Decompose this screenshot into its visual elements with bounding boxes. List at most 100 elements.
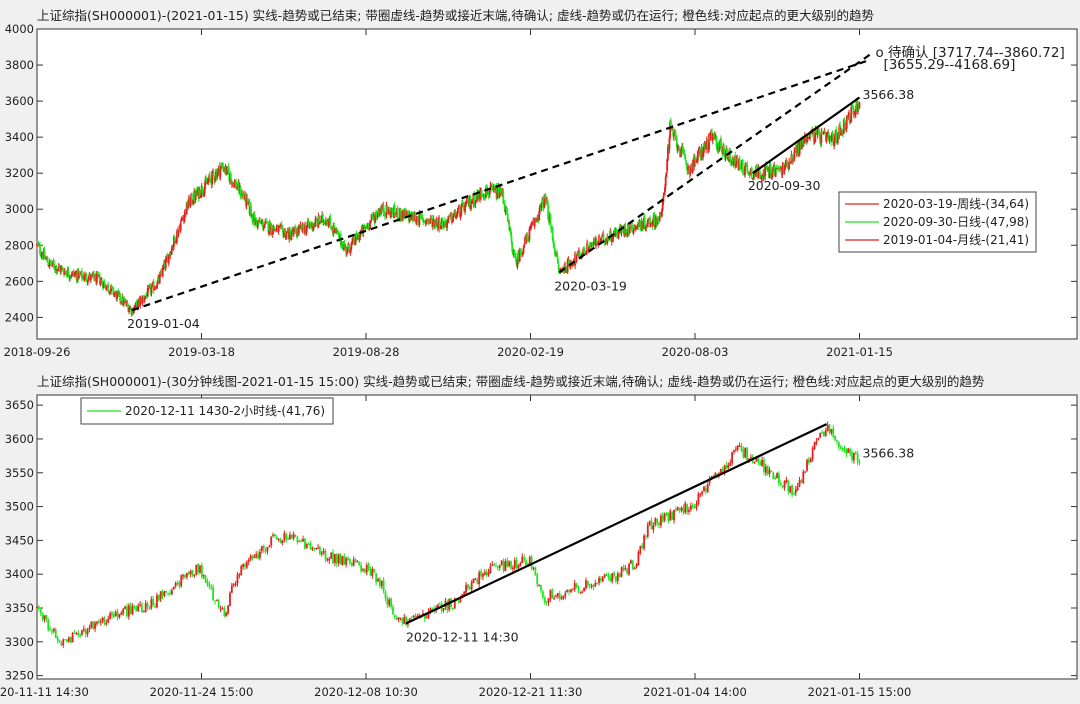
candle-body bbox=[230, 585, 233, 593]
candle-body bbox=[472, 578, 475, 584]
candle-body bbox=[37, 243, 40, 246]
candle-body bbox=[546, 199, 549, 205]
candle-body bbox=[212, 171, 215, 175]
candle-body bbox=[448, 214, 451, 217]
candle-body bbox=[263, 225, 266, 229]
candle-body bbox=[809, 133, 812, 135]
candle-body bbox=[704, 487, 707, 492]
candle-body bbox=[798, 141, 801, 155]
candle-body bbox=[675, 140, 678, 148]
candle-body bbox=[53, 263, 56, 269]
candle-body bbox=[437, 604, 439, 608]
candles bbox=[36, 97, 861, 318]
candle-body bbox=[368, 228, 371, 230]
candle-body bbox=[712, 136, 715, 138]
candle-body bbox=[815, 128, 817, 133]
candle-body bbox=[215, 600, 218, 602]
candle-body bbox=[67, 269, 70, 277]
candle-body bbox=[62, 639, 65, 645]
candle-body bbox=[364, 226, 367, 229]
candle-body bbox=[830, 429, 833, 433]
candle-body bbox=[159, 591, 162, 600]
candle-body bbox=[60, 267, 62, 272]
candle-body bbox=[144, 295, 147, 298]
candle-body bbox=[236, 574, 239, 584]
candle-body bbox=[384, 215, 387, 217]
candle-body bbox=[778, 473, 780, 484]
candle-body bbox=[283, 533, 286, 541]
candle-body bbox=[349, 250, 352, 253]
legend-label: 2020-12-11 1430-2小时线-(41,76) bbox=[125, 404, 325, 418]
candle-body bbox=[60, 642, 63, 646]
candle-body bbox=[64, 270, 67, 272]
candle-body bbox=[540, 585, 542, 591]
candle-body bbox=[504, 561, 507, 572]
candle-body bbox=[523, 557, 526, 560]
candle-body bbox=[832, 134, 835, 146]
candle-body bbox=[542, 200, 544, 208]
candle-body bbox=[362, 569, 364, 571]
candle-body bbox=[405, 213, 408, 216]
candle-body bbox=[47, 263, 50, 266]
candle-body bbox=[325, 219, 328, 223]
candle-body bbox=[791, 485, 793, 495]
candle-body bbox=[332, 552, 334, 564]
candle-body bbox=[776, 473, 778, 479]
candle-body bbox=[856, 453, 859, 462]
candle-body bbox=[367, 564, 370, 569]
candle-body bbox=[693, 156, 696, 158]
candle-body bbox=[330, 225, 333, 230]
candle-body bbox=[803, 136, 806, 143]
candle-body bbox=[660, 515, 662, 526]
candle-body bbox=[488, 190, 491, 195]
candle-body bbox=[549, 590, 552, 600]
y-tick-label: 3600 bbox=[5, 94, 34, 108]
candle-body bbox=[451, 221, 454, 223]
candle-body bbox=[52, 628, 55, 632]
candle-body bbox=[48, 260, 51, 267]
candle-body bbox=[666, 159, 669, 172]
candle-body bbox=[271, 224, 273, 234]
candle-body bbox=[448, 599, 451, 610]
candle-body bbox=[292, 229, 295, 235]
candle-body bbox=[335, 228, 338, 233]
candle-body bbox=[69, 636, 72, 643]
candle-body bbox=[616, 231, 618, 237]
x-tick-label: 2020-12-08 10:30 bbox=[314, 685, 418, 699]
candle-body bbox=[715, 136, 718, 148]
candle-body bbox=[465, 585, 467, 593]
candle-body bbox=[544, 195, 547, 199]
candle-body bbox=[227, 166, 230, 173]
candle-body bbox=[735, 163, 737, 168]
candle-body bbox=[763, 459, 765, 472]
candle-body bbox=[774, 169, 777, 177]
candle-body bbox=[82, 275, 85, 280]
candle-body bbox=[330, 228, 333, 230]
candle-body bbox=[464, 205, 466, 212]
x-tick-label: 2020-11-11 14:30 bbox=[0, 685, 89, 699]
candle-body bbox=[185, 573, 188, 577]
candle-body bbox=[494, 188, 496, 190]
candle-body bbox=[626, 568, 629, 574]
candle-body bbox=[771, 177, 773, 179]
candle-body bbox=[240, 566, 243, 576]
candle-body bbox=[318, 215, 321, 223]
candle-body bbox=[852, 106, 855, 114]
x-tick-label: 2021-01-15 bbox=[826, 345, 893, 359]
candle-body bbox=[309, 542, 312, 549]
candle-body bbox=[461, 201, 464, 203]
candle-body bbox=[681, 146, 684, 151]
candle-body bbox=[702, 146, 705, 153]
candle-body bbox=[421, 215, 424, 218]
candle-body bbox=[86, 630, 89, 635]
candle-body bbox=[517, 565, 520, 568]
candle-body bbox=[833, 141, 835, 146]
candle-body bbox=[107, 618, 110, 623]
candle-body bbox=[510, 561, 512, 569]
candle-body bbox=[141, 604, 143, 613]
candle-body bbox=[473, 204, 476, 206]
plot-area bbox=[36, 394, 1078, 680]
candle-body bbox=[754, 172, 757, 177]
candle-body bbox=[427, 611, 430, 618]
candle-body bbox=[827, 132, 829, 135]
